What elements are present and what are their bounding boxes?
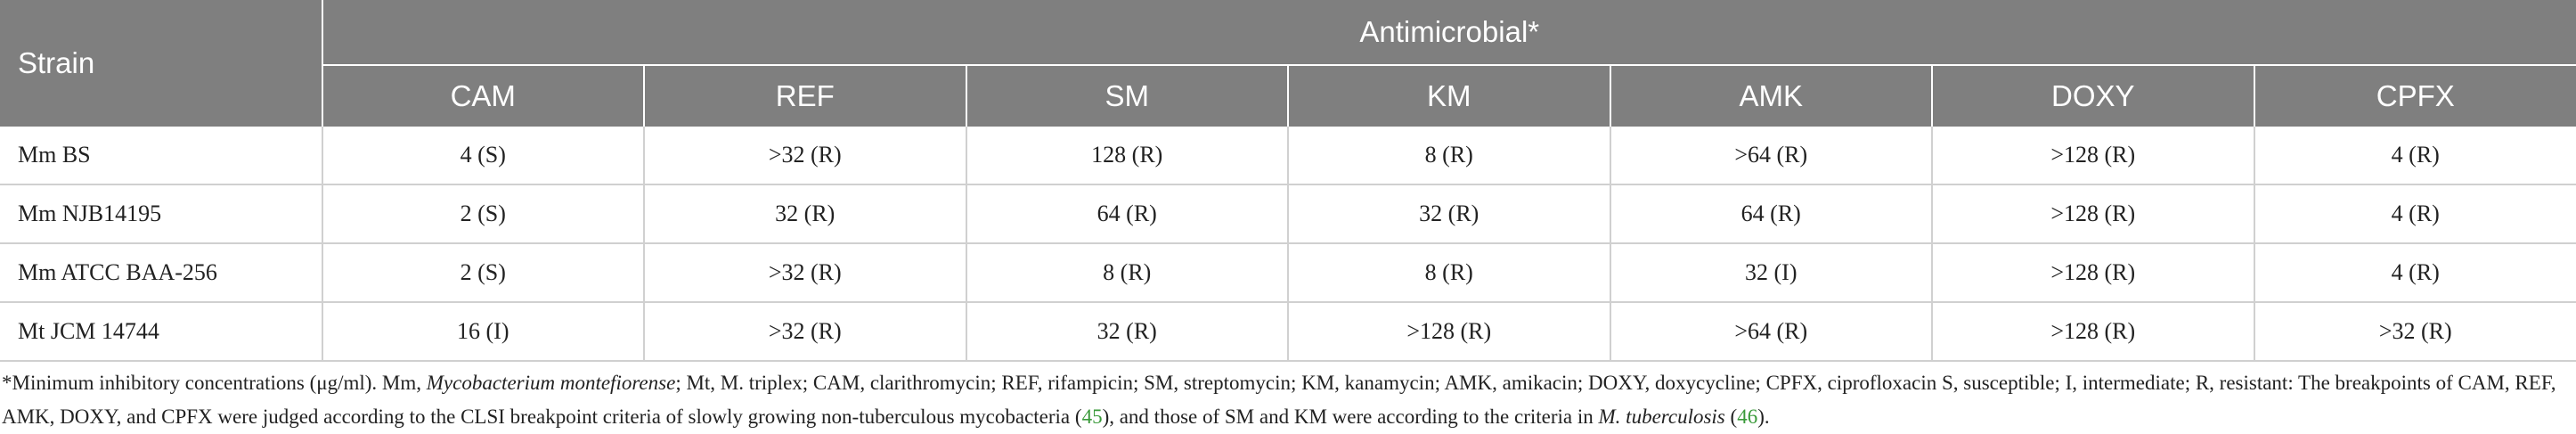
- footnote-text: *Minimum inhibitory concentrations (μg/m…: [2, 372, 427, 394]
- table-cell: 4 (R): [2254, 184, 2576, 243]
- header-cell: Antimicrobial*: [322, 0, 2576, 65]
- footnote-reference[interactable]: 45: [1082, 405, 1103, 428]
- table-cell: Mt JCM 14744: [0, 302, 322, 361]
- header-cell: AMK: [1610, 65, 1933, 127]
- footnote-text: ), and those of SM and KM were according…: [1103, 405, 1599, 428]
- table-cell: >32 (R): [644, 127, 966, 184]
- table-cell: 32 (R): [644, 184, 966, 243]
- table-cell: 8 (R): [1288, 127, 1610, 184]
- table-cell: 4 (R): [2254, 127, 2576, 184]
- footnote-reference[interactable]: 46: [1737, 405, 1757, 428]
- table-cell: 4 (R): [2254, 243, 2576, 302]
- table-cell: 128 (R): [966, 127, 1289, 184]
- header-cell: CAM: [322, 65, 645, 127]
- table-cell: Mm NJB14195: [0, 184, 322, 243]
- header-cell: REF: [644, 65, 966, 127]
- table-cell: >128 (R): [1932, 127, 2254, 184]
- table-cell: 8 (R): [1288, 243, 1610, 302]
- table-cell: 32 (R): [1288, 184, 1610, 243]
- table-cell: >32 (R): [644, 302, 966, 361]
- table-cell: 64 (R): [966, 184, 1289, 243]
- header-cell: DOXY: [1932, 65, 2254, 127]
- footnote-italic: Mycobacterium montefiorense: [427, 372, 676, 394]
- header-cell: SM: [966, 65, 1289, 127]
- footnote-text: (: [1725, 405, 1737, 428]
- header-cell: Strain: [0, 0, 322, 127]
- table-cell: >32 (R): [644, 243, 966, 302]
- footnote: *Minimum inhibitory concentrations (μg/m…: [0, 362, 2576, 434]
- header-cell: CPFX: [2254, 65, 2576, 127]
- table-cell: >32 (R): [2254, 302, 2576, 361]
- table-cell: >128 (R): [1932, 302, 2254, 361]
- table-cell: >64 (R): [1610, 127, 1933, 184]
- table-cell: 64 (R): [1610, 184, 1933, 243]
- table-cell: 32 (I): [1610, 243, 1933, 302]
- header-cell: KM: [1288, 65, 1610, 127]
- table-cell: 2 (S): [322, 243, 645, 302]
- table-cell: 32 (R): [966, 302, 1289, 361]
- footnote-italic: M. tuberculosis: [1599, 405, 1725, 428]
- table-cell: 16 (I): [322, 302, 645, 361]
- table-cell: 2 (S): [322, 184, 645, 243]
- table-cell: >128 (R): [1932, 243, 2254, 302]
- table-cell: Mm BS: [0, 127, 322, 184]
- table-cell: Mm ATCC BAA-256: [0, 243, 322, 302]
- table-cell: >64 (R): [1610, 302, 1933, 361]
- table-cell: >128 (R): [1932, 184, 2254, 243]
- footnote-text: ).: [1757, 405, 1769, 428]
- table-cell: >128 (R): [1288, 302, 1610, 361]
- table-cell: 8 (R): [966, 243, 1289, 302]
- table-cell: 4 (S): [322, 127, 645, 184]
